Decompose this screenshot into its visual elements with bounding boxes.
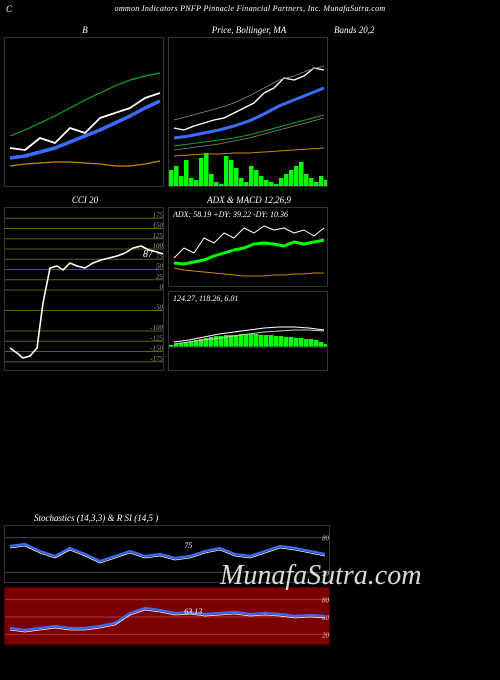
panel-b-title: B [4,23,166,37]
macd-overlay: 124.27, 118.26, 6.01 [173,294,238,303]
svg-text:-150: -150 [150,345,163,353]
svg-text:150: 150 [153,222,164,230]
page-header: C ommon Indicators PNFP Pinnacle Financi… [0,0,500,17]
svg-text:-50: -50 [154,304,164,312]
svg-text:80: 80 [322,597,330,605]
panel-adx-title: ADX & MACD 12,26,9 [168,193,330,207]
svg-text:0: 0 [160,283,164,291]
svg-text:-100: -100 [150,324,163,332]
svg-text:100: 100 [153,242,164,250]
panel-adx: ADX: 58.19 +DY: 39.22 -DY: 10.36 [168,207,328,287]
svg-text:25: 25 [156,273,164,281]
panel-stoch-title: Stochastics (14,3,3) & R SI (14,5 ) [4,511,496,525]
panel-price-title: Price, Bollinger, MA [168,23,330,37]
svg-text:20: 20 [322,631,330,639]
panel-stoch: 80 20 75 [4,525,330,583]
svg-text:63.13: 63.13 [184,607,202,616]
panel-macd: 124.27, 118.26, 6.01 [168,291,328,371]
adx-overlay: ADX: 58.19 +DY: 39.22 -DY: 10.36 [173,210,288,219]
header-center: ommon Indicators PNFP Pinnacle Financial… [115,4,386,13]
svg-text:87: 87 [143,249,154,260]
svg-text:20: 20 [322,569,330,577]
svg-text:80: 80 [322,535,330,543]
header-left: C [6,4,12,14]
panel-price [168,37,328,187]
panel-b [4,37,164,187]
svg-text:125: 125 [153,232,164,240]
svg-text:75: 75 [184,541,192,550]
svg-text:50: 50 [156,263,164,271]
panel-rsi: 80502063.13 [4,587,330,645]
svg-text:-175: -175 [150,355,163,363]
bollinger-label: Bands 20,2 [334,25,404,35]
svg-text:-125: -125 [150,334,163,342]
panel-cci: 1751501251007550250-50-100-125-150-17587 [4,207,164,371]
panel-cci-title: CCI 20 [4,193,166,207]
svg-text:175: 175 [153,211,164,219]
